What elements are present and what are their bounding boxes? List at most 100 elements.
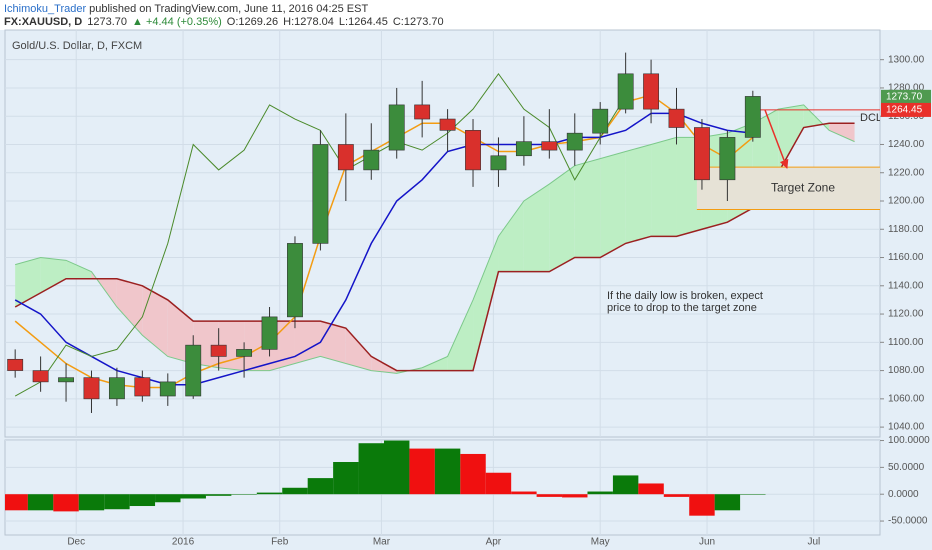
axes: 1040.00 1060.00 1080.00 1100.00 1120.00 1140.… — [67, 54, 931, 548]
osc-plot — [5, 440, 880, 535]
bar — [587, 491, 613, 495]
bar — [129, 494, 156, 507]
candle-body — [261, 316, 278, 350]
main-plot: Target Zone DCL If the daily low is broken… — [5, 30, 880, 437]
cloud — [142, 285, 168, 357]
y-tick-label: 1080.00 — [888, 365, 925, 376]
candle-body — [134, 377, 151, 397]
candle-body — [7, 358, 24, 371]
bar — [714, 494, 741, 511]
candle-body — [414, 104, 431, 120]
candle-body — [617, 73, 634, 110]
candle-body — [515, 141, 532, 157]
cloud — [15, 257, 41, 307]
bar — [104, 494, 130, 510]
candle-body — [465, 130, 481, 171]
bar — [256, 492, 283, 495]
cloud — [778, 104, 804, 173]
bar — [409, 448, 435, 495]
cloud — [523, 184, 550, 272]
x-tick-label: Feb — [271, 537, 289, 548]
y-tick-label: 1040.00 — [888, 422, 925, 433]
bar — [307, 478, 334, 495]
cloud — [473, 236, 499, 371]
candle-body — [287, 243, 303, 318]
low: L:1264.45 — [339, 16, 388, 28]
candle-body — [363, 149, 380, 171]
change: ▲ +4.44 (+0.35%) — [132, 16, 222, 28]
published: published on TradingView.com, June 11, 2… — [89, 3, 368, 15]
bar — [358, 443, 384, 495]
bar — [434, 448, 461, 495]
candle-body — [83, 377, 100, 400]
bar — [460, 453, 486, 495]
candle-body — [388, 104, 405, 151]
bar — [5, 494, 28, 511]
cloud — [40, 257, 67, 293]
candle-body — [541, 141, 558, 151]
cloud — [600, 151, 626, 258]
bar — [511, 491, 537, 495]
bar — [27, 494, 54, 511]
y-tick-label: 50.0000 — [888, 462, 925, 473]
author[interactable]: Ichimoku_Trader — [4, 3, 86, 15]
cloud — [651, 137, 677, 237]
candle-body — [312, 144, 329, 244]
y-tick-label: 100.0000 — [888, 435, 930, 446]
y-tick-label: 1300.00 — [888, 54, 925, 65]
x-tick-label: Mar — [373, 537, 391, 548]
line-1 — [14, 112, 753, 386]
cloud — [625, 144, 652, 244]
cloud — [116, 278, 143, 336]
high: H:1278.04 — [283, 16, 334, 28]
ticker-line: FX:XAUUSD, D 1273.70 ▲ +4.44 (+0.35%) O:… — [4, 16, 444, 28]
bar — [78, 494, 105, 511]
x-tick-label: Jun — [699, 537, 715, 548]
candle-body — [439, 118, 456, 131]
cloud — [422, 356, 448, 371]
bar — [536, 494, 563, 497]
candle-body — [108, 377, 125, 400]
price-label-bg — [881, 102, 931, 117]
x-tick-label: 2016 — [172, 537, 195, 548]
header-bg — [0, 0, 932, 30]
cloud — [498, 200, 524, 272]
cloud — [66, 260, 92, 279]
y-tick-label: 1160.00 — [888, 252, 924, 263]
y-tick-label: 1280.00 — [888, 83, 925, 94]
price-label-bg — [881, 89, 931, 104]
bar — [333, 462, 359, 495]
cloud — [829, 123, 855, 142]
chart-title: Gold/U.S. Dollar, D, FXCM — [12, 40, 142, 52]
candle-body — [592, 108, 609, 134]
span-b — [14, 122, 855, 372]
candle-body — [32, 370, 49, 383]
bar — [740, 494, 766, 495]
candle-body — [490, 155, 507, 171]
bar — [282, 487, 308, 495]
bar — [155, 494, 181, 503]
y-tick-label: 1140.00 — [888, 280, 924, 291]
bar — [231, 494, 257, 495]
y-tick-label: 1220.00 — [888, 167, 925, 178]
span-a — [15, 104, 855, 374]
x-tick-label: Jul — [807, 537, 820, 548]
cloud — [549, 165, 575, 272]
arrow — [764, 109, 789, 169]
candle-body — [643, 73, 660, 110]
candle-body — [694, 127, 710, 181]
candle-body — [159, 381, 176, 397]
x-tick-label: May — [591, 537, 610, 548]
y-tick-label: -50.0000 — [888, 516, 928, 527]
zone-label: Target Zone — [771, 180, 835, 194]
y-tick-label: 1240.00 — [888, 139, 925, 150]
open: O:1269.26 — [227, 16, 278, 28]
candle-body — [566, 132, 583, 151]
candle-body — [337, 144, 354, 171]
candle-body — [719, 137, 736, 181]
price: 1273.70 — [87, 16, 127, 28]
candle-body — [744, 96, 761, 138]
candle-body — [58, 377, 74, 383]
